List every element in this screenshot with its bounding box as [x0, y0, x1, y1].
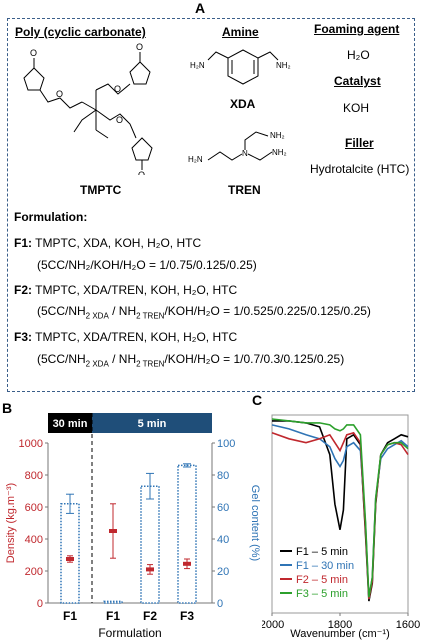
x-tick-label: 1800: [328, 619, 352, 631]
catalyst-value: KOH: [343, 101, 370, 115]
f1-components: TMPTC, XDA, KOH, H₂O, HTC: [35, 236, 202, 250]
o-atom: O: [30, 48, 37, 58]
f2-components: TMPTC, XDA/TREN, KOH, H₂O, HTC: [35, 283, 238, 297]
left-axis-title: Density (kg.m⁻³): [5, 483, 17, 563]
o-atom: O: [136, 42, 143, 52]
group-30-min-bar: [48, 413, 92, 433]
category-label: F1: [63, 609, 77, 623]
tmptc-structure: O O O O O O: [23, 42, 153, 175]
n-atom: N: [242, 149, 248, 158]
o-atom: O: [114, 84, 121, 94]
ftir-chart: 2000 1800 1600 Wavenumber (cm⁻¹) F1 – 5 min F…: [262, 414, 420, 640]
x-tick-label: 2000: [262, 619, 284, 631]
f2-tag: F2:: [14, 283, 32, 297]
xda-label: XDA: [230, 97, 256, 111]
filler-header: Filler: [345, 136, 374, 150]
tren-label: TREN: [228, 183, 261, 197]
density-gel-chart: 30 min 5 min 0 200 400 600 800 1000 0 20 40 60 80 100…: [5, 413, 261, 640]
left-tick-label: 0: [37, 598, 43, 610]
tren-structure: H₂N N NH₂ NH₂: [188, 131, 287, 164]
right-tick-label: 80: [217, 470, 229, 482]
f3-line1: F3: TMPTC, XDA/TREN, KOH, H₂O, HTC: [14, 330, 237, 344]
o-atom: O: [138, 170, 145, 175]
spectrum-line-2: [271, 424, 409, 600]
nh2-group: NH₂: [272, 148, 287, 157]
left-tick-label: 400: [25, 534, 43, 546]
group-5-min-bar: [92, 413, 212, 433]
o-atom: O: [56, 89, 63, 99]
density-point: [146, 567, 154, 572]
catalyst-header: Catalyst: [334, 74, 381, 88]
right-tick-label: 40: [217, 534, 229, 546]
h2n-group: H₂N: [188, 155, 203, 164]
panel-b-letter: B: [2, 400, 13, 416]
f1-ratio: (5CC/NH₂/KOH/H₂O = 1/0.75/0.125/0.25): [37, 258, 257, 272]
left-tick-label: 800: [25, 470, 43, 482]
left-tick-label: 1000: [19, 438, 43, 450]
x-axis-title: Formulation: [98, 626, 161, 640]
f1-line1: F1: TMPTC, XDA, KOH, H₂O, HTC: [14, 236, 201, 250]
poly-header: Poly (cyclic carbonate): [15, 25, 146, 39]
f3-components: TMPTC, XDA/TREN, KOH, H₂O, HTC: [35, 330, 238, 344]
density-point: [66, 557, 74, 561]
right-tick-label: 60: [217, 502, 229, 514]
spectrum-line-4: [271, 418, 409, 598]
legend-label: F2 – 5 min: [296, 574, 348, 586]
group-30-min-label: 30 min: [53, 418, 88, 430]
density-point: [183, 561, 191, 566]
f2-line1: F2: TMPTC, XDA/TREN, KOH, H₂O, HTC: [14, 283, 237, 297]
filler-value: Hydrotalcite (HTC): [310, 162, 410, 176]
right-tick-label: 20: [217, 566, 229, 578]
left-tick-label: 200: [25, 566, 43, 578]
category-label: F2: [143, 609, 157, 623]
o-atom: O: [116, 115, 123, 125]
f3-tag: F3:: [14, 330, 32, 344]
group-5-min-label: 5 min: [138, 418, 167, 430]
f2-ratio: (5CC/NH2 XDA / NH2 TREN/KOH/H₂O = 1/0.52…: [37, 304, 371, 321]
legend-label: F1 – 5 min: [296, 546, 348, 558]
tmptc-label: TMPTC: [80, 183, 122, 197]
formulation-title: Formulation:: [14, 210, 88, 224]
density-point: [109, 529, 117, 533]
nh2-group: NH₂: [270, 131, 285, 140]
gel-content-bar: [103, 600, 123, 604]
nh2-group: NH₂: [276, 61, 291, 70]
x-tick-label: 1600: [396, 619, 420, 631]
foaming-header: Foaming agent: [314, 22, 400, 36]
h2n-group: H₂N: [190, 61, 205, 70]
right-axis-title: Gel content (%): [249, 485, 261, 561]
gel-content-bar: [60, 503, 80, 604]
right-tick-label: 100: [217, 438, 235, 450]
xda-structure: H₂N NH₂: [190, 49, 291, 85]
panel-a-frame: [7, 18, 415, 392]
panel-c-letter: C: [252, 392, 263, 408]
x-axis-title: Wavenumber (cm⁻¹): [290, 628, 390, 640]
legend-label: F3 – 5 min: [296, 588, 348, 600]
amine-header: Amine: [222, 25, 259, 39]
category-label: F1: [106, 609, 120, 623]
panel-a-letter: A: [195, 0, 206, 16]
gel-content-bar: [177, 464, 197, 604]
right-tick-label: 0: [217, 598, 223, 610]
f3-ratio: (5CC/NH2 XDA / NH2 TREN/KOH/H₂O = 1/0.7/…: [37, 352, 345, 369]
spectrum-line-1: [272, 420, 409, 602]
f1-tag: F1:: [14, 236, 32, 250]
foaming-value: H₂O: [347, 48, 370, 62]
gel-content-bar: [140, 485, 160, 604]
category-label: F3: [180, 609, 194, 623]
legend-label: F1 – 30 min: [296, 560, 354, 572]
left-tick-label: 600: [25, 502, 43, 514]
